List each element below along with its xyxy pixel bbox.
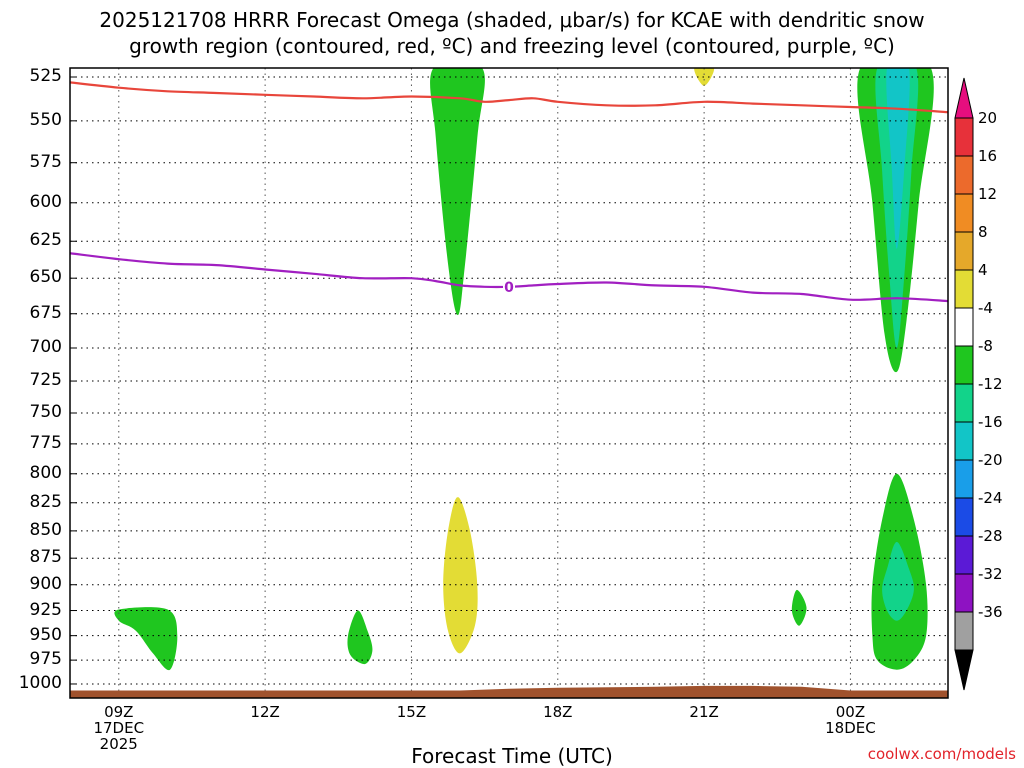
colorbar-label--8: -8 [978, 337, 993, 355]
y-tick-label-600: 600 [29, 191, 62, 212]
colorbar-label--4: -4 [978, 299, 993, 317]
colorbar-label-12: 12 [978, 185, 998, 203]
chart-title-line-2: growth region (contoured, red, ºC) and f… [129, 34, 895, 58]
colorbar-segment-7 [954, 345, 974, 385]
colorbar-segment-1 [954, 117, 974, 157]
y-tick-label-975: 975 [29, 649, 62, 670]
y-tick-label-1000: 1000 [18, 672, 62, 693]
y-tick-label-700: 700 [29, 337, 62, 357]
x-tick-time: 18Z [543, 703, 573, 721]
omega-region-yellow-10 [694, 68, 715, 86]
y-tick-label-950: 950 [29, 624, 62, 645]
y-tick-label-550: 550 [29, 109, 62, 130]
x-tick-date: 2025 [99, 735, 138, 753]
colorbar-segment-5 [954, 269, 974, 309]
x-tick-date: 17DEC [93, 719, 145, 737]
y-tick-label-725: 725 [29, 370, 62, 391]
colorbar-label--32: -32 [978, 565, 1003, 583]
y-tick-label-875: 875 [29, 547, 62, 568]
y-tick-label-900: 900 [29, 573, 62, 594]
colorbar-label-8: 8 [978, 223, 988, 241]
y-tick-label-850: 850 [29, 519, 62, 540]
y-tick-label-525: 525 [29, 66, 62, 86]
colorbar-segment-9 [954, 421, 974, 461]
x-tick-label-18Z: 18Z [518, 704, 598, 720]
x-tick-time: 15Z [396, 703, 427, 721]
colorbar-segment-4 [954, 231, 974, 271]
colorbar-segment-10 [954, 459, 974, 499]
x-tick-time: 21Z [689, 703, 719, 721]
dgz-contour-line [70, 81, 948, 114]
colorbar-segment-11 [954, 497, 974, 537]
y-tick-label-800: 800 [29, 462, 62, 483]
colorbar-segment-2 [954, 155, 974, 195]
grid-layer [70, 68, 948, 698]
colorbar-label--16: -16 [978, 413, 1003, 431]
omega-shading-layer [114, 68, 934, 671]
colorbar-label--12: -12 [978, 375, 1003, 393]
x-tick-date: 18DEC [825, 719, 876, 737]
colorbar-segment-12 [954, 535, 974, 575]
freezing-label-bg [503, 278, 515, 295]
y-tick-label-750: 750 [29, 401, 62, 422]
colorbar-segment-6 [954, 307, 974, 347]
plot-frame [69, 67, 949, 699]
chart-title-line-1: 2025121708 HRRR Forecast Omega (shaded, … [99, 8, 925, 32]
x-tick-label-09Z: 09Z 17DEC 2025 [79, 704, 159, 752]
colorbar-top-arrow [954, 77, 974, 119]
contour-lines-layer: 0 [70, 81, 948, 303]
y-tick-label-625: 625 [29, 230, 62, 251]
omega-region-cyan-6 [886, 68, 910, 249]
colorbar-segment-14 [954, 611, 974, 651]
colorbar-bottom-arrow [954, 649, 974, 691]
omega-region-green-3 [791, 589, 807, 626]
x-tick-time: 09Z [104, 703, 134, 721]
colorbar-label-20: 20 [978, 109, 998, 127]
x-tick-label-12Z: 12Z [225, 704, 305, 720]
freezing-level-line [70, 252, 948, 303]
x-tick-time: 12Z [250, 703, 280, 721]
colorbar-label-4: 4 [978, 261, 988, 279]
y-tick-label-775: 775 [29, 432, 62, 453]
colorbar-label-16: 16 [978, 147, 998, 165]
x-tick-label-15Z: 15Z [371, 704, 451, 720]
colorbar-label--24: -24 [978, 489, 1003, 507]
terrain-layer [70, 685, 948, 698]
colorbar-label--20: -20 [978, 451, 1003, 469]
terrain-fill [70, 685, 948, 698]
omega-region-teal-8 [882, 541, 914, 621]
omega-region-green-1 [114, 607, 178, 671]
x-axis-title: Forecast Time (UTC) [411, 744, 613, 768]
omega-region-green-2 [347, 610, 373, 665]
colorbar [954, 77, 974, 691]
x-tick-time: 00Z [835, 703, 866, 721]
y-tick-label-650: 650 [29, 267, 62, 288]
colorbar-segment-8 [954, 383, 974, 423]
credit-text: coolwx.com/models [867, 745, 1016, 763]
y-tick-label-825: 825 [29, 491, 62, 512]
colorbar-segment-13 [954, 573, 974, 613]
y-tick-label-575: 575 [29, 151, 62, 172]
colorbar-label--36: -36 [978, 603, 1003, 621]
omega-region-green-0 [430, 68, 485, 316]
x-tick-label-21Z: 21Z [664, 704, 744, 720]
omega-region-yellow-9 [443, 497, 478, 654]
y-tick-label-675: 675 [29, 302, 62, 323]
colorbar-label--28: -28 [978, 527, 1003, 545]
freezing-level-label: 0 [504, 280, 514, 296]
colorbar-segment-3 [954, 193, 974, 233]
y-tick-label-925: 925 [29, 599, 62, 620]
x-tick-label-00Z: 00Z 18DEC [810, 704, 890, 736]
